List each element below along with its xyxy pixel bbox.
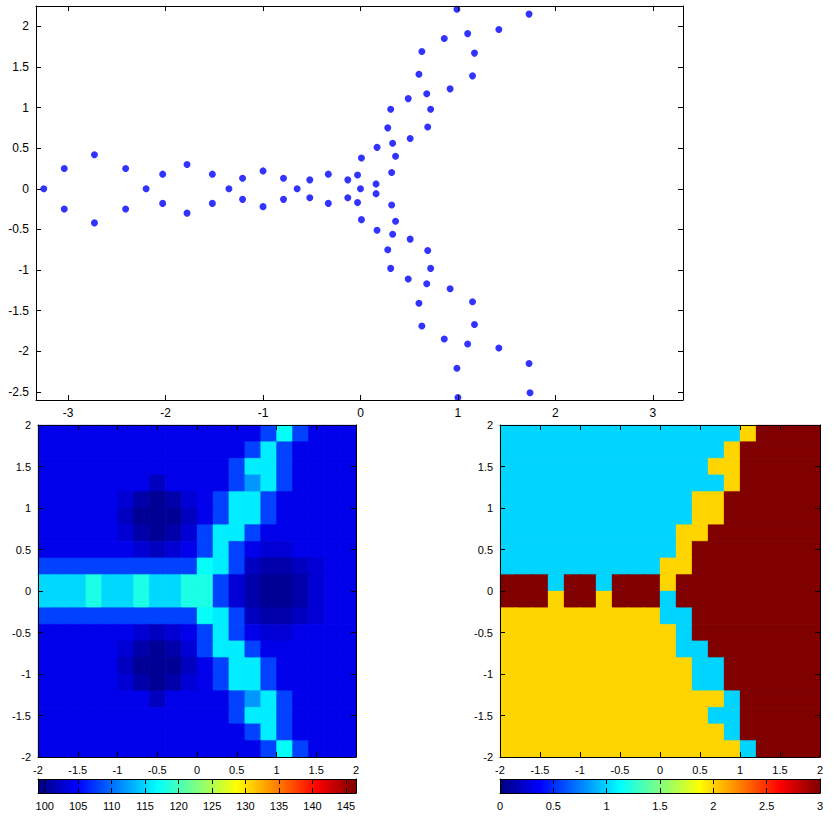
svg-text:-2.5: -2.5 [8,385,29,399]
svg-text:0: 0 [22,182,29,196]
svg-text:-1.5: -1.5 [474,710,493,722]
svg-text:-1.5: -1.5 [531,764,550,776]
svg-text:2: 2 [22,19,29,33]
svg-text:-1: -1 [21,668,31,680]
svg-text:0: 0 [194,764,200,776]
svg-text:120: 120 [169,800,187,812]
svg-text:-2: -2 [18,344,29,358]
svg-text:1: 1 [22,101,29,115]
svg-text:0: 0 [357,406,364,420]
svg-text:0: 0 [657,764,663,776]
svg-text:1: 1 [737,764,743,776]
svg-text:2: 2 [25,419,31,431]
svg-text:0.5: 0.5 [12,141,29,155]
svg-text:-0.5: -0.5 [148,764,167,776]
svg-text:2.5: 2.5 [759,800,774,812]
svg-text:-1: -1 [575,764,585,776]
svg-text:-1.5: -1.5 [68,764,87,776]
svg-text:130: 130 [236,800,254,812]
svg-text:-1.5: -1.5 [8,304,29,318]
svg-text:1.5: 1.5 [478,461,493,473]
svg-text:1.5: 1.5 [309,764,324,776]
svg-text:115: 115 [136,800,154,812]
svg-text:-1: -1 [18,263,29,277]
svg-text:-2: -2 [495,764,505,776]
svg-text:-1: -1 [483,668,493,680]
svg-text:-0.5: -0.5 [474,627,493,639]
svg-text:2: 2 [487,419,493,431]
svg-text:-1.5: -1.5 [12,710,31,722]
svg-text:2: 2 [552,406,559,420]
svg-text:2: 2 [353,764,359,776]
svg-text:2: 2 [817,764,823,776]
svg-text:-1: -1 [258,406,269,420]
svg-text:-2: -2 [160,406,171,420]
svg-text:1.5: 1.5 [772,764,787,776]
svg-text:0.5: 0.5 [478,544,493,556]
svg-text:0.5: 0.5 [692,764,707,776]
svg-text:0.5: 0.5 [546,800,561,812]
svg-text:0.5: 0.5 [229,764,244,776]
svg-text:110: 110 [103,800,121,812]
svg-text:1: 1 [455,406,462,420]
svg-text:1: 1 [487,502,493,514]
svg-text:3: 3 [649,406,656,420]
svg-text:3: 3 [817,800,823,812]
svg-text:145: 145 [337,800,355,812]
svg-text:0: 0 [25,585,31,597]
svg-text:1: 1 [604,800,610,812]
svg-text:140: 140 [303,800,321,812]
svg-text:125: 125 [203,800,221,812]
svg-text:1.5: 1.5 [16,461,31,473]
svg-text:-2: -2 [33,764,43,776]
svg-text:1.5: 1.5 [12,60,29,74]
svg-text:-0.5: -0.5 [8,222,29,236]
svg-text:-2: -2 [483,751,493,763]
svg-text:-2: -2 [21,751,31,763]
svg-text:1: 1 [25,502,31,514]
svg-text:-0.5: -0.5 [611,764,630,776]
svg-text:0: 0 [497,800,503,812]
svg-text:-3: -3 [63,406,74,420]
svg-text:135: 135 [270,800,288,812]
svg-text:0: 0 [487,585,493,597]
svg-text:0.5: 0.5 [16,544,31,556]
svg-text:-0.5: -0.5 [12,627,31,639]
svg-text:1.5: 1.5 [652,800,667,812]
svg-text:2: 2 [710,800,716,812]
svg-text:105: 105 [69,800,87,812]
svg-text:1: 1 [273,764,279,776]
svg-text:100: 100 [36,800,54,812]
svg-text:-1: -1 [113,764,123,776]
